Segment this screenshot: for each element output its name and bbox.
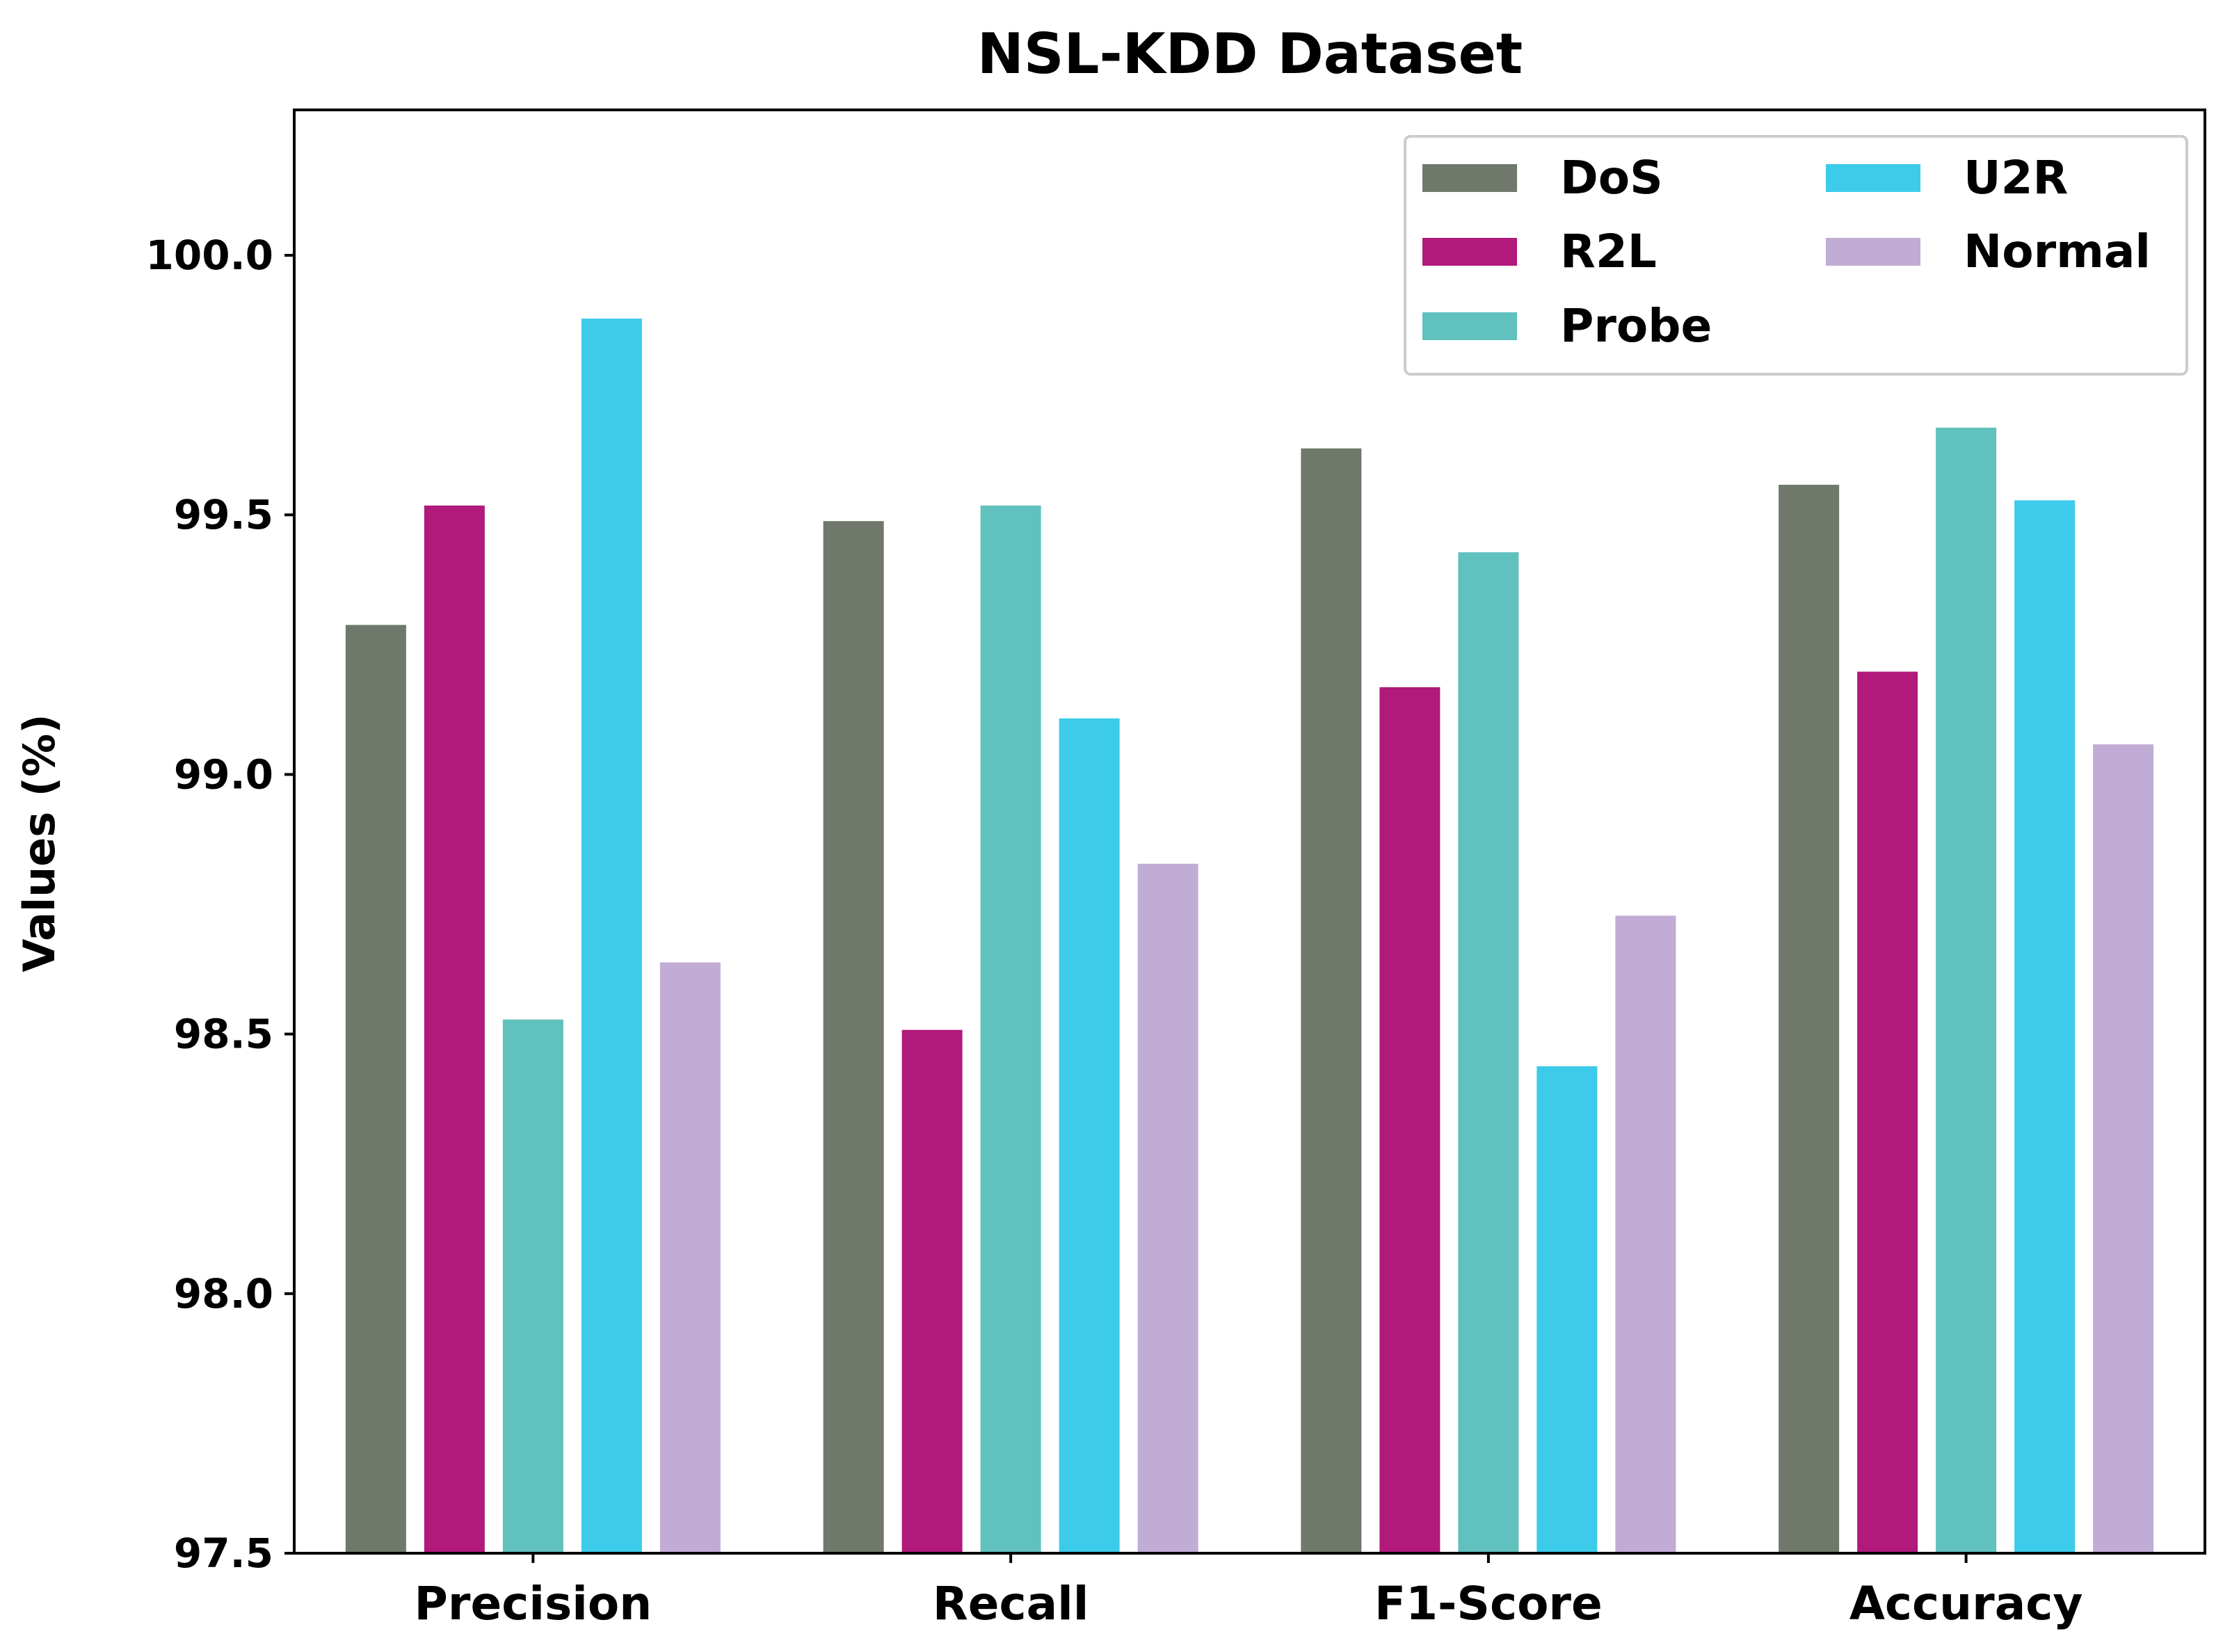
x-tick-label-accuracy: Accuracy	[1849, 1577, 2083, 1630]
bar-accuracy-dos	[1776, 482, 1842, 1555]
bar-precision-normal	[657, 960, 723, 1555]
chart-title: NSL-KDD Dataset	[977, 22, 1523, 86]
bar-f1-score-dos	[1299, 446, 1364, 1555]
legend-label-probe: Probe	[1560, 299, 1712, 353]
bar-f1-score-normal	[1613, 913, 1678, 1555]
y-axis-label: Values (%)	[14, 714, 65, 972]
bar-recall-r2l	[899, 1027, 965, 1555]
bar-recall-probe	[978, 503, 1043, 1555]
legend-label-r2l: R2L	[1560, 225, 1657, 278]
legend-label-u2r: U2R	[1964, 151, 2068, 205]
bar-accuracy-normal	[2091, 742, 2156, 1555]
bar-precision-dos	[343, 623, 408, 1555]
plot-frame	[293, 109, 2206, 1555]
bar-precision-u2r	[579, 316, 644, 1555]
x-axis-ticks: Precision Recall F1-Score Accuracy	[415, 1553, 2083, 1630]
x-tick-label-precision: Precision	[415, 1577, 652, 1630]
y-tick-label: 98.5	[174, 1011, 273, 1058]
x-tick-label-recall: Recall	[933, 1577, 1089, 1630]
legend-box	[1404, 135, 2188, 376]
legend-swatch-u2r	[1826, 164, 1920, 192]
legend-label-normal: Normal	[1964, 225, 2151, 278]
legend-swatch-dos	[1422, 164, 1517, 192]
bar-precision-r2l	[422, 503, 487, 1555]
legend-swatch-normal	[1826, 238, 1920, 266]
bar-f1-score-u2r	[1534, 1064, 1600, 1555]
y-tick-label: 98.0	[174, 1270, 273, 1317]
bar-precision-probe	[500, 1017, 565, 1555]
x-tick-label-f1-score: F1-Score	[1374, 1577, 1603, 1630]
y-tick-label: 100.0	[146, 232, 273, 279]
bar-recall-u2r	[1057, 716, 1122, 1555]
y-axis-ticks: 97.5 98.0 98.5 99.0 99.5 100.0	[146, 232, 294, 1577]
bar-recall-normal	[1135, 861, 1201, 1555]
y-tick-label: 99.5	[174, 491, 273, 538]
legend-swatch-r2l	[1422, 238, 1517, 266]
y-tick-label: 99.0	[174, 751, 273, 798]
y-tick-label: 97.5	[174, 1530, 273, 1577]
bar-f1-score-probe	[1456, 550, 1521, 1555]
bar-accuracy-r2l	[1855, 669, 1920, 1555]
legend-label-dos: DoS	[1560, 151, 1663, 205]
legend-swatch-probe	[1422, 312, 1517, 340]
bar-recall-dos	[821, 519, 886, 1555]
bar-accuracy-probe	[1934, 425, 1999, 1555]
bar-accuracy-u2r	[2012, 498, 2078, 1555]
legend: DoS R2L Probe U2R Normal	[1404, 135, 2188, 376]
bars-group	[343, 316, 2156, 1555]
bar-f1-score-r2l	[1377, 685, 1443, 1555]
